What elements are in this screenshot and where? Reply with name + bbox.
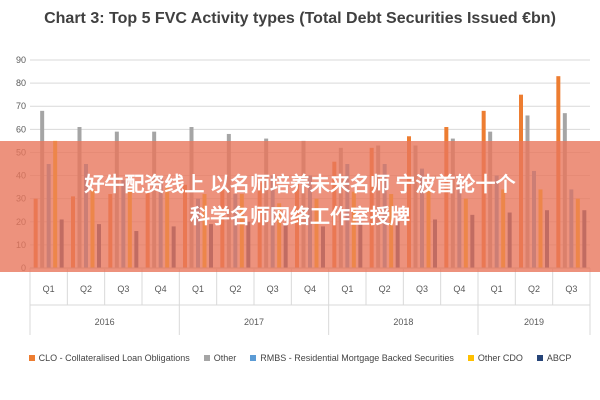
legend-item: Other CDO bbox=[467, 353, 523, 363]
legend-swatch bbox=[203, 355, 210, 361]
y-tick-label: 80 bbox=[16, 78, 26, 88]
x-tick-label: Q4 bbox=[155, 284, 167, 294]
x-tick-label: Q2 bbox=[379, 284, 391, 294]
chart-legend: CLO - Collateralised Loan Obligations Oth… bbox=[0, 350, 600, 366]
x-tick-label: Q2 bbox=[528, 284, 540, 294]
year-label: 2016 bbox=[95, 317, 115, 327]
year-label: 2019 bbox=[524, 317, 544, 327]
legend-item: RMBS - Residential Mortgage Backed Secur… bbox=[250, 353, 454, 363]
legend-label: Other bbox=[213, 353, 237, 363]
year-label: 2017 bbox=[244, 317, 264, 327]
chart-title: Chart 3: Top 5 FVC Activity types (Total… bbox=[44, 10, 556, 27]
legend-swatch bbox=[467, 355, 474, 361]
banner-line-2: 科学名师网络工作室授牌 bbox=[190, 206, 410, 228]
legend-item: Other bbox=[203, 353, 237, 363]
banner-line-1: 好牛配资线上 以名师培养未来名师 宁波首轮十个 bbox=[84, 174, 516, 196]
legend-label: CLO - Collateralised Loan Obligations bbox=[38, 353, 190, 363]
legend-item: CLO - Collateralised Loan Obligations bbox=[28, 353, 190, 363]
legend-label: Other CDO bbox=[477, 353, 523, 363]
legend-swatch bbox=[250, 355, 257, 361]
legend-label: RMBS - Residential Mortgage Backed Secur… bbox=[260, 353, 454, 363]
y-tick-label: 60 bbox=[16, 124, 26, 134]
year-label: 2018 bbox=[393, 317, 413, 327]
legend-label: ABCP bbox=[546, 353, 572, 363]
y-tick-label: 90 bbox=[16, 55, 26, 65]
x-tick-label: Q2 bbox=[229, 284, 241, 294]
legend-swatch bbox=[536, 355, 543, 361]
x-tick-label: Q1 bbox=[43, 284, 55, 294]
x-tick-label: Q1 bbox=[341, 284, 353, 294]
y-tick-label: 70 bbox=[16, 101, 26, 111]
x-tick-label: Q4 bbox=[304, 284, 316, 294]
x-tick-label: Q1 bbox=[192, 284, 204, 294]
legend-swatch bbox=[28, 355, 35, 361]
x-tick-label: Q1 bbox=[491, 284, 503, 294]
watermark-banner: 好牛配资线上 以名师培养未来名师 宁波首轮十个 科学名师网络工作室授牌 bbox=[0, 141, 600, 272]
x-tick-label: Q2 bbox=[80, 284, 92, 294]
x-tick-label: Q4 bbox=[453, 284, 465, 294]
x-tick-label: Q3 bbox=[565, 284, 577, 294]
x-tick-label: Q3 bbox=[267, 284, 279, 294]
x-tick-label: Q3 bbox=[416, 284, 428, 294]
x-tick-label: Q3 bbox=[117, 284, 129, 294]
legend-item: ABCP bbox=[536, 353, 572, 363]
